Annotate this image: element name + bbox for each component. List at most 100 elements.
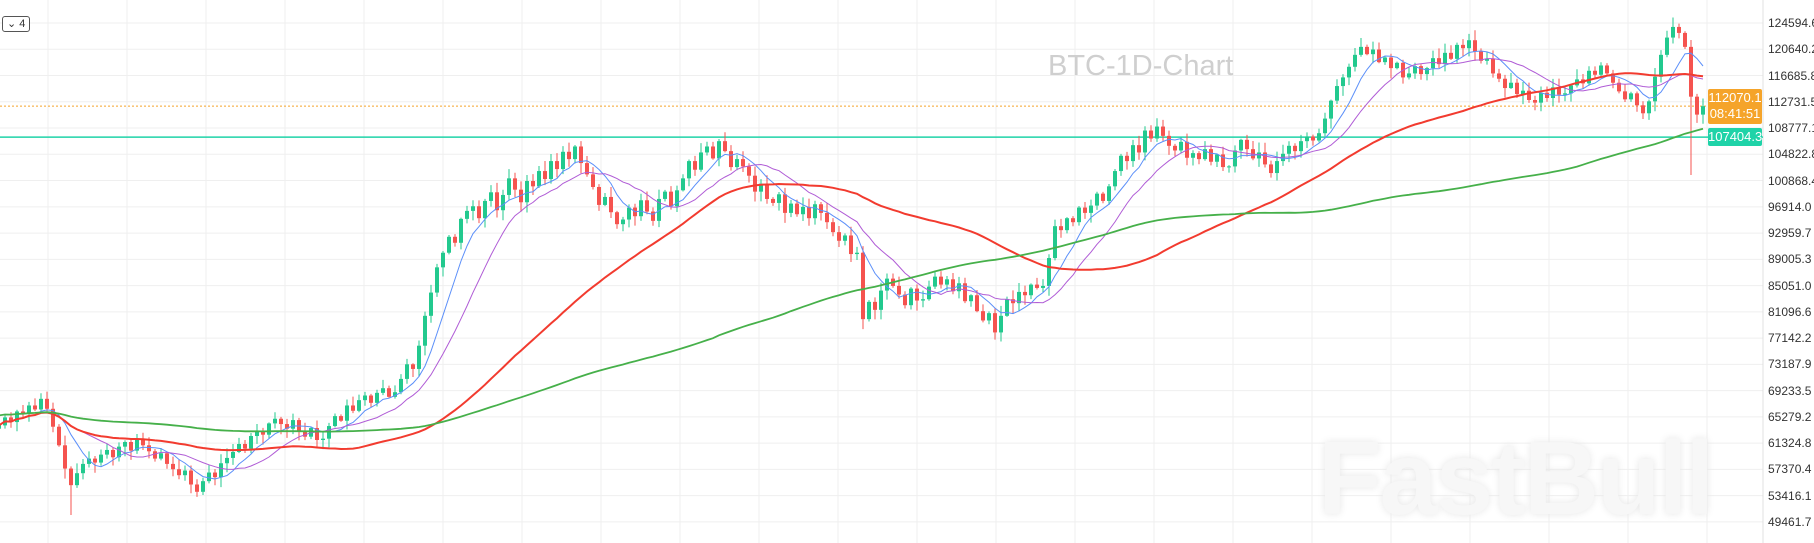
candle-body bbox=[1605, 65, 1609, 74]
candle-body bbox=[1443, 52, 1447, 65]
candle-body bbox=[957, 283, 961, 292]
candle-body bbox=[723, 141, 727, 152]
candle-body bbox=[1389, 57, 1393, 69]
candle-body bbox=[249, 436, 253, 449]
candle-body bbox=[585, 163, 589, 175]
candle-body bbox=[165, 453, 169, 464]
candle-body bbox=[1275, 161, 1279, 174]
candle-body bbox=[1557, 87, 1561, 95]
candle-body bbox=[447, 236, 451, 253]
candle-body bbox=[1119, 155, 1123, 172]
candle-body bbox=[867, 301, 871, 320]
candle-body bbox=[0, 425, 1, 429]
candle-body bbox=[909, 288, 913, 306]
candle-body bbox=[903, 294, 907, 306]
candle-body bbox=[1545, 92, 1549, 99]
candle-body bbox=[669, 191, 673, 207]
candle-body bbox=[1533, 99, 1537, 103]
candle-body bbox=[369, 395, 373, 403]
candle-body bbox=[1149, 130, 1153, 139]
candle-body bbox=[273, 418, 277, 424]
candle-body bbox=[549, 161, 553, 180]
candle-body bbox=[351, 405, 355, 411]
candle-body bbox=[1539, 92, 1543, 103]
candle-body bbox=[285, 424, 289, 429]
candle-body bbox=[453, 236, 457, 243]
candle-body bbox=[915, 288, 919, 301]
candle-body bbox=[201, 481, 205, 492]
candle-body bbox=[225, 457, 229, 464]
candle-body bbox=[1017, 291, 1021, 304]
candle-body bbox=[1563, 93, 1567, 95]
candle-body bbox=[1515, 82, 1519, 95]
candle-body bbox=[681, 178, 685, 191]
candle-body bbox=[807, 206, 811, 219]
candle-body bbox=[1191, 153, 1195, 158]
candle-body bbox=[879, 290, 883, 310]
candle-body bbox=[1089, 205, 1093, 213]
candle-body bbox=[207, 472, 211, 482]
candle-body bbox=[717, 141, 721, 159]
candle-body bbox=[477, 206, 481, 219]
candle-body bbox=[1587, 70, 1591, 84]
candle-body bbox=[765, 183, 769, 199]
candle-body bbox=[87, 458, 91, 464]
candle-body bbox=[1161, 126, 1165, 136]
candle-body bbox=[93, 458, 97, 463]
candle-body bbox=[1641, 105, 1645, 114]
candle-body bbox=[897, 285, 901, 295]
candle-body bbox=[321, 438, 325, 441]
indicator-collapse-button[interactable]: ⌄ 4 bbox=[2, 16, 31, 32]
candle-body bbox=[1371, 49, 1375, 55]
y-tick-label: 120640.2 bbox=[1768, 42, 1814, 57]
candle-body bbox=[117, 446, 121, 458]
candle-body bbox=[375, 392, 379, 403]
candle-body bbox=[1395, 62, 1399, 69]
candle-body bbox=[1635, 93, 1639, 106]
candle-body bbox=[1437, 58, 1441, 65]
candle-body bbox=[69, 468, 73, 486]
candle-body bbox=[609, 196, 613, 213]
candle-body bbox=[345, 405, 349, 421]
candle-body bbox=[1365, 46, 1369, 55]
candle-body bbox=[1689, 46, 1693, 97]
candle-body bbox=[237, 443, 241, 452]
candle-body bbox=[39, 398, 43, 410]
candle-body bbox=[1413, 66, 1417, 74]
candle-body bbox=[1137, 145, 1141, 153]
candle-body bbox=[1101, 193, 1105, 201]
candle-body bbox=[1485, 58, 1489, 61]
candle-body bbox=[123, 441, 127, 447]
candle-body bbox=[1287, 145, 1291, 154]
candle-body bbox=[1173, 145, 1177, 151]
candle-body bbox=[651, 211, 655, 221]
candle-body bbox=[1155, 126, 1159, 139]
candle-body bbox=[951, 279, 955, 292]
candle-body bbox=[741, 159, 745, 167]
candle-body bbox=[1569, 85, 1573, 94]
candle-body bbox=[1677, 26, 1681, 33]
candle-body bbox=[987, 313, 991, 321]
candle-body bbox=[495, 192, 499, 211]
candle-body bbox=[1029, 284, 1033, 296]
candle-body bbox=[1593, 70, 1597, 75]
candle-body bbox=[183, 470, 187, 476]
candle-body bbox=[483, 200, 487, 219]
candle-body bbox=[1179, 141, 1183, 151]
candle-body bbox=[399, 378, 403, 393]
candle-body bbox=[999, 315, 1003, 333]
candle-body bbox=[831, 222, 835, 233]
candle-body bbox=[129, 441, 133, 451]
candle-body bbox=[1503, 78, 1507, 89]
candle-body bbox=[411, 364, 415, 369]
y-tick-label: 108777.1 bbox=[1768, 121, 1814, 136]
candle-body bbox=[1419, 66, 1423, 75]
y-tick-label: 77142.2 bbox=[1768, 331, 1812, 346]
candle-body bbox=[159, 453, 163, 459]
candle-body bbox=[1497, 73, 1501, 79]
candle-body bbox=[639, 200, 643, 217]
candle-body bbox=[693, 161, 697, 170]
current-price-value: 112070.1 bbox=[1708, 90, 1762, 105]
candle-body bbox=[921, 299, 925, 301]
